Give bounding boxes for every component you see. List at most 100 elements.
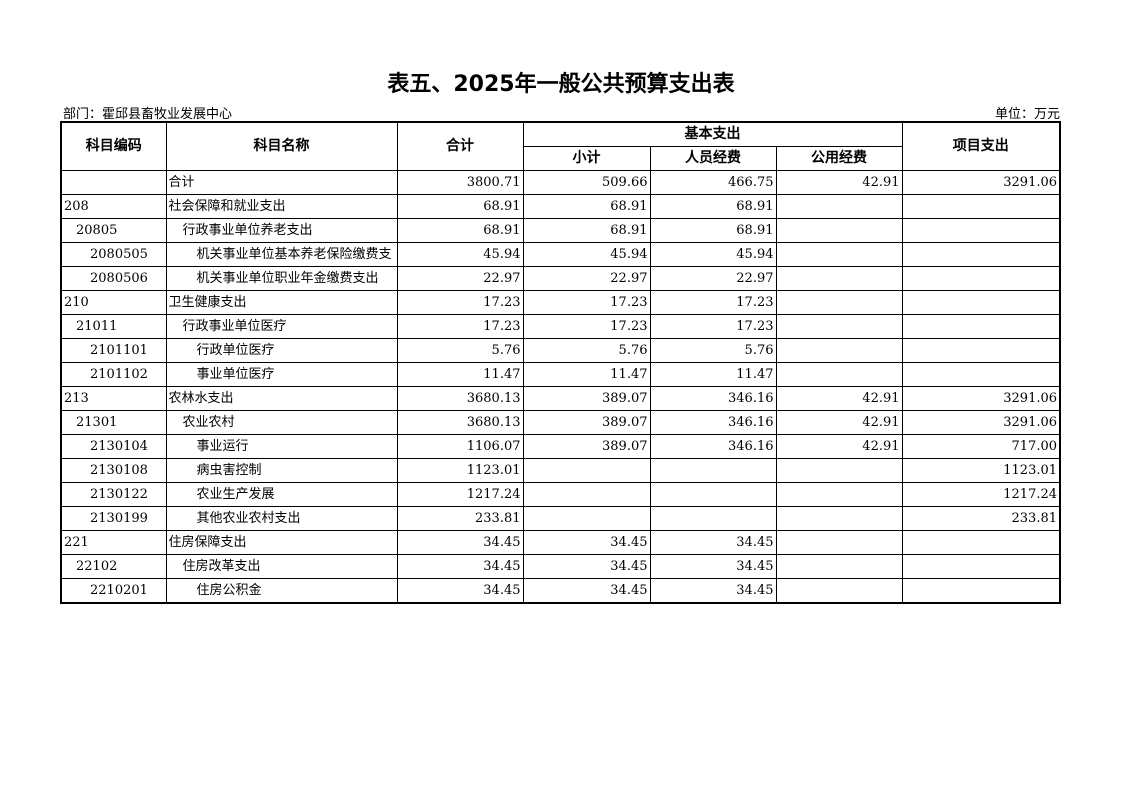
cell-subtotal — [522, 506, 651, 531]
cell-name: 住房公积金 — [165, 578, 398, 604]
cell-total: 3800.71 — [396, 170, 524, 195]
cell-total: 17.23 — [396, 314, 524, 339]
cell-project — [901, 218, 1061, 243]
cell-public — [775, 578, 903, 604]
cell-public — [775, 530, 903, 555]
cell-subtotal — [522, 482, 651, 507]
cell-name: 其他农业农村支出 — [165, 506, 398, 531]
cell-name: 社会保障和就业支出 — [165, 194, 398, 219]
cell-personnel — [649, 458, 777, 483]
cell-name: 行政事业单位医疗 — [165, 314, 398, 339]
cell-subtotal: 34.45 — [522, 530, 651, 555]
cell-code: 2130199 — [60, 506, 167, 531]
cell-total: 3680.13 — [396, 386, 524, 411]
cell-personnel — [649, 482, 777, 507]
cell-name: 行政事业单位养老支出 — [165, 218, 398, 243]
table-row: 2101101 行政单位医疗 5.76 5.76 5.76 — [60, 338, 1061, 363]
cell-personnel: 17.23 — [649, 314, 777, 339]
cell-public — [775, 194, 903, 219]
cell-total: 1123.01 — [396, 458, 524, 483]
table-row: 208 社会保障和就业支出 68.91 68.91 68.91 — [60, 194, 1061, 219]
cell-name: 农林水支出 — [165, 386, 398, 411]
table-row: 2130122 农业生产发展 1217.24 1217.24 — [60, 482, 1061, 507]
cell-public — [775, 506, 903, 531]
cell-code: 20805 — [60, 218, 167, 243]
cell-total: 1217.24 — [396, 482, 524, 507]
cell-code: 21301 — [60, 410, 167, 435]
cell-code: 2101102 — [60, 362, 167, 387]
cell-code: 2080505 — [60, 242, 167, 267]
table-row: 20805 行政事业单位养老支出 68.91 68.91 68.91 — [60, 218, 1061, 243]
cell-total: 68.91 — [396, 194, 524, 219]
cell-name: 住房保障支出 — [165, 530, 398, 555]
page-title: 表五、2025年一般公共预算支出表 — [387, 72, 735, 97]
budget-expenditure-table: 科目编码 科目名称 合计 基本支出 项目支出 小计 人员经费 公用经费 合计 38… — [60, 121, 1062, 604]
cell-public — [775, 242, 903, 267]
cell-project: 3291.06 — [901, 410, 1061, 435]
table-row: 21301 农业农村 3680.13 389.07 346.16 42.91 3291.06 — [60, 410, 1061, 435]
cell-code: 2101101 — [60, 338, 167, 363]
cell-public: 42.91 — [775, 410, 903, 435]
cell-code — [60, 170, 167, 195]
cell-project: 3291.06 — [901, 386, 1061, 411]
cell-project — [901, 266, 1061, 291]
cell-public — [775, 266, 903, 291]
cell-subtotal: 68.91 — [522, 218, 651, 243]
cell-code: 2210201 — [60, 578, 167, 604]
cell-project — [901, 314, 1061, 339]
table-body: 合计 3800.71 509.66 466.75 42.91 3291.06 208 社会保障… — [60, 170, 1061, 604]
cell-code: 2130108 — [60, 458, 167, 483]
cell-total: 34.45 — [396, 530, 524, 555]
table-row: 合计 3800.71 509.66 466.75 42.91 3291.06 — [60, 170, 1061, 195]
cell-total: 45.94 — [396, 242, 524, 267]
table-row: 22102 住房改革支出 34.45 34.45 34.45 — [60, 554, 1061, 579]
cell-total: 5.76 — [396, 338, 524, 363]
unit-label: 单位：万元 — [994, 107, 1060, 122]
table-row: 2080505 机关事业单位基本养老保险缴费支 45.94 45.94 45.94 — [60, 242, 1061, 267]
cell-code: 210 — [60, 290, 167, 315]
cell-public: 42.91 — [775, 434, 903, 459]
cell-code: 21011 — [60, 314, 167, 339]
cell-total: 17.23 — [396, 290, 524, 315]
cell-personnel: 68.91 — [649, 218, 777, 243]
cell-subtotal: 509.66 — [522, 170, 651, 195]
cell-total: 11.47 — [396, 362, 524, 387]
cell-personnel: 34.45 — [649, 578, 777, 604]
cell-name: 农业生产发展 — [165, 482, 398, 507]
cell-public: 42.91 — [775, 170, 903, 195]
cell-code: 22102 — [60, 554, 167, 579]
cell-project: 1217.24 — [901, 482, 1061, 507]
cell-personnel: 346.16 — [649, 410, 777, 435]
cell-personnel: 11.47 — [649, 362, 777, 387]
cell-project — [901, 338, 1061, 363]
department-label: 部门：霍邱县畜牧业发展中心 — [63, 107, 233, 122]
cell-subtotal: 389.07 — [522, 386, 651, 411]
table-row: 213 农林水支出 3680.13 389.07 346.16 42.91 3291.06 — [60, 386, 1061, 411]
cell-personnel: 34.45 — [649, 530, 777, 555]
cell-name: 事业单位医疗 — [165, 362, 398, 387]
cell-project — [901, 578, 1061, 604]
header-name: 科目名称 — [165, 121, 398, 171]
cell-name: 合计 — [165, 170, 398, 195]
table-row: 2101102 事业单位医疗 11.47 11.47 11.47 — [60, 362, 1061, 387]
cell-total: 34.45 — [396, 578, 524, 604]
cell-total: 22.97 — [396, 266, 524, 291]
cell-subtotal: 34.45 — [522, 578, 651, 604]
cell-code: 208 — [60, 194, 167, 219]
cell-public — [775, 314, 903, 339]
header-code: 科目编码 — [60, 121, 167, 171]
cell-project — [901, 290, 1061, 315]
cell-subtotal: 389.07 — [522, 434, 651, 459]
cell-public — [775, 554, 903, 579]
header-personnel: 人员经费 — [649, 146, 777, 171]
cell-name: 住房改革支出 — [165, 554, 398, 579]
cell-personnel: 346.16 — [649, 386, 777, 411]
cell-total: 68.91 — [396, 218, 524, 243]
cell-public — [775, 218, 903, 243]
cell-total: 1106.07 — [396, 434, 524, 459]
table-row: 2130199 其他农业农村支出 233.81 233.81 — [60, 506, 1061, 531]
cell-project: 1123.01 — [901, 458, 1061, 483]
cell-public — [775, 458, 903, 483]
cell-subtotal: 17.23 — [522, 290, 651, 315]
cell-personnel: 5.76 — [649, 338, 777, 363]
